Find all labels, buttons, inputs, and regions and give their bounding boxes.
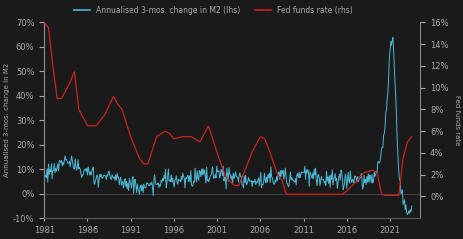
- Legend: Annualised 3-mos. change in M2 (lhs), Fed funds rate (rhs): Annualised 3-mos. change in M2 (lhs), Fe…: [71, 3, 355, 18]
- Y-axis label: Fed funds rate: Fed funds rate: [453, 95, 459, 146]
- Y-axis label: Annualised 3-mos. change in M2: Annualised 3-mos. change in M2: [4, 63, 10, 177]
